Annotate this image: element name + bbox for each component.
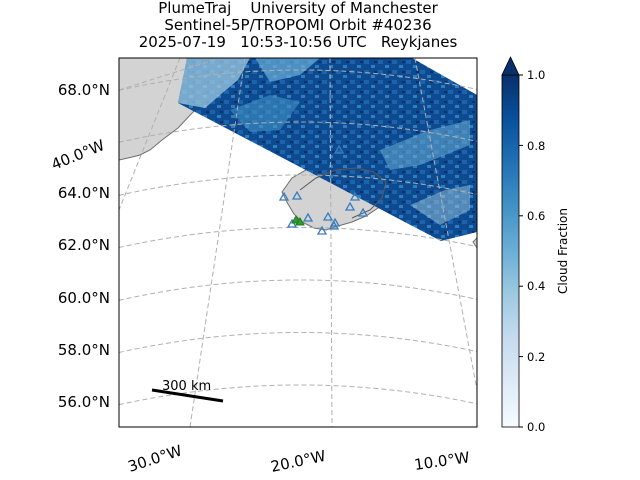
swath-light-edge [178,58,250,108]
map-area [119,58,477,427]
lat-label-56: 56.0°N [58,393,110,411]
cloud-streak-2 [380,120,470,170]
lon-label-20w: 20.0°W [269,447,327,476]
colorbar-gradient [501,74,520,428]
lon-label-10w: 10.0°W [413,448,471,474]
lon-label-30w: 30.0°W [126,441,185,475]
lon-label-40w: 40.0°W [49,136,108,174]
iceland-coast-in-swath [299,167,387,219]
colorbar-tick-1: 0.2 [527,350,545,364]
graticule [119,58,477,427]
cloud-streak-4 [230,95,300,132]
title-line-2: Sentinel-5P/TROPOMI Orbit #40236 [164,16,432,34]
lat-label-58: 58.0°N [58,341,110,359]
title-line-1: PlumeTraj University of Manchester [158,0,438,17]
scale-bar [151,388,224,403]
colorbar-label: Cloud Fraction [556,208,570,294]
colorbar-extend-arrow [501,56,520,76]
map-frame [118,57,478,428]
colorbar-tick-5: 1.0 [527,68,545,82]
colorbar: 0.0 0.2 0.4 0.6 0.8 1.0 Cloud Fraction [501,56,570,434]
lat-label-64: 64.0°N [58,184,110,202]
colorbar-tick-3: 0.6 [527,209,545,223]
station-markers [278,144,369,235]
title-line-3: 2025-07-19 10:53-10:56 UTC Reykjanes [138,33,458,51]
scale-bar-label: 300 km [162,379,211,394]
lat-label-68: 68.0°N [58,81,110,99]
cloud-streak-3 [410,185,470,225]
colorbar-tick-0: 0.0 [527,420,545,434]
lat-label-60: 60.0°N [58,289,110,307]
colorbar-tick-4: 0.8 [527,139,545,153]
colorbar-tick-2: 0.4 [527,279,545,293]
vent-markers [291,214,305,226]
land-east [472,237,477,249]
lat-label-62: 62.0°N [58,236,110,254]
